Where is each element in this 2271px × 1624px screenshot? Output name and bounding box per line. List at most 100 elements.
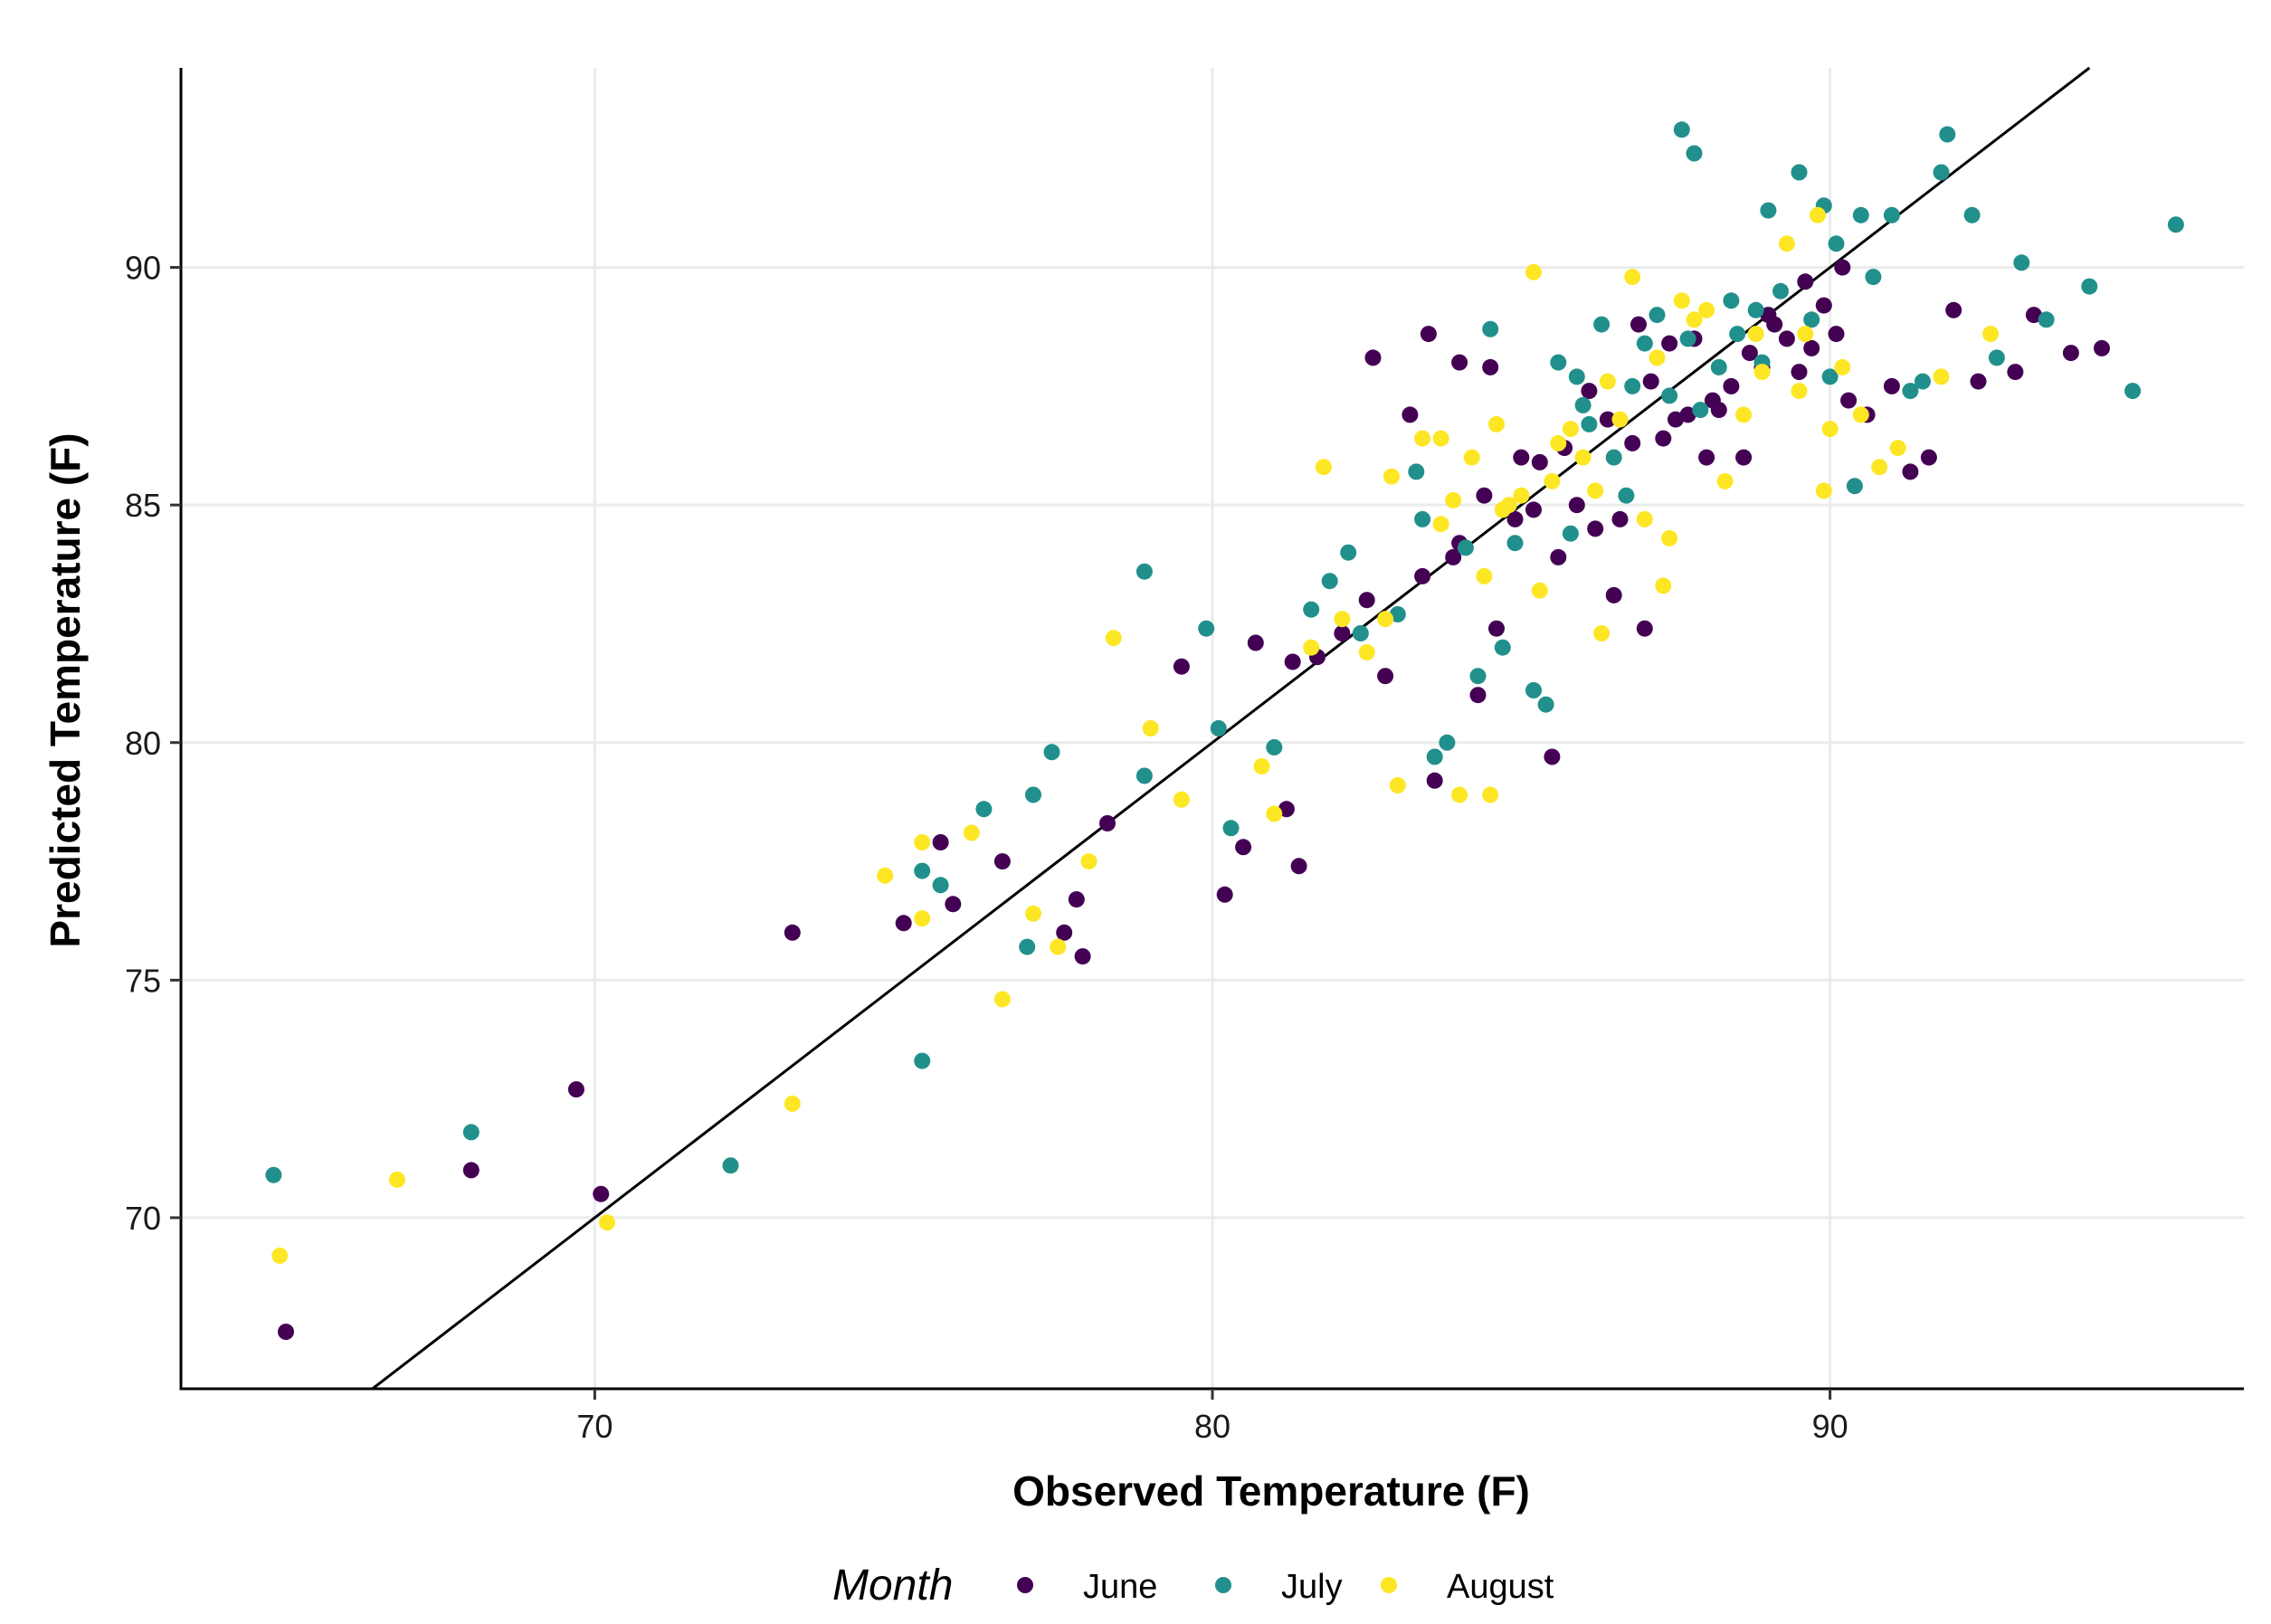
point-august-54 (1562, 421, 1579, 438)
point-august-29 (1525, 263, 1542, 280)
y-tick-label: 75 (125, 962, 161, 999)
point-july-39 (1791, 164, 1808, 181)
point-july-34 (1686, 145, 1703, 162)
point-july-29 (1605, 449, 1622, 466)
point-july-72 (1692, 402, 1709, 419)
point-july-18 (1352, 625, 1369, 641)
point-august-53 (1531, 582, 1548, 599)
point-july-35 (1710, 358, 1727, 375)
point-june-0 (278, 1324, 294, 1340)
point-june-55 (1902, 463, 1919, 480)
point-june-77 (1704, 392, 1721, 409)
point-august-11 (1080, 853, 1097, 870)
y-tick-label: 85 (125, 487, 161, 524)
point-june-84 (1525, 501, 1542, 518)
point-june-22 (1358, 592, 1375, 609)
point-june-70 (1581, 383, 1598, 400)
point-june-32 (1587, 520, 1604, 537)
point-august-20 (1377, 611, 1394, 628)
point-july-1 (462, 1124, 480, 1141)
point-july-22 (1457, 539, 1474, 556)
point-june-41 (1698, 449, 1715, 466)
point-august-37 (1698, 301, 1715, 318)
point-july-63 (1803, 311, 1820, 328)
point-august-8 (993, 991, 1011, 1008)
y-tick-label: 70 (125, 1200, 161, 1237)
point-june-52 (1840, 392, 1858, 409)
point-august-28 (1513, 487, 1530, 504)
point-july-9 (1019, 938, 1036, 955)
legend-key-july (1215, 1577, 1231, 1593)
point-june-8 (993, 853, 1011, 870)
point-july-8 (1043, 744, 1060, 761)
point-june-19 (1284, 653, 1301, 670)
point-july-23 (1469, 668, 1487, 685)
point-july-0 (265, 1166, 282, 1183)
point-july-27 (1562, 525, 1579, 542)
point-june-58 (1970, 373, 1987, 390)
point-july-13 (1210, 720, 1227, 736)
point-july-43 (1883, 206, 1900, 223)
point-august-40 (1778, 235, 1795, 252)
point-june-62 (2094, 339, 2110, 356)
point-june-5 (895, 915, 912, 932)
point-july-51 (2081, 278, 2098, 295)
point-july-46 (1902, 383, 1919, 400)
point-july-67 (1568, 368, 1585, 385)
point-june-61 (2062, 345, 2079, 362)
y-tick-label: 90 (125, 250, 161, 287)
point-august-63 (1488, 415, 1505, 432)
point-june-75 (1797, 273, 1814, 290)
legend-key-august (1381, 1577, 1397, 1593)
point-june-15 (1235, 839, 1252, 856)
x-tick-label: 70 (576, 1408, 613, 1445)
point-july-17 (1321, 573, 1338, 590)
point-july-25 (1525, 682, 1542, 698)
point-june-59 (2007, 364, 2024, 381)
point-june-57 (1945, 301, 1962, 318)
point-august-57 (1649, 349, 1666, 366)
point-august-24 (1451, 786, 1468, 803)
point-june-73 (1735, 449, 1753, 466)
point-june-72 (1642, 373, 1659, 390)
point-july-47 (1963, 206, 1981, 223)
point-august-48 (1315, 459, 1332, 476)
point-july-53 (2167, 216, 2184, 233)
legend-key-june (1017, 1577, 1033, 1593)
point-august-33 (1611, 411, 1629, 428)
point-june-1 (462, 1162, 480, 1179)
point-june-44 (1741, 345, 1758, 362)
point-june-36 (1636, 620, 1653, 637)
point-june-23 (1377, 668, 1394, 685)
point-august-36 (1673, 292, 1690, 309)
point-july-56 (1482, 320, 1499, 337)
point-july-57 (1550, 354, 1567, 371)
point-july-64 (1865, 269, 1882, 286)
point-august-25 (1482, 786, 1499, 803)
series-july (265, 121, 2184, 1183)
y-axis-title: Predicted Temperature (F) (42, 432, 89, 947)
point-august-3 (784, 1095, 801, 1112)
point-august-51 (1463, 449, 1480, 466)
tick-labels: 70 80 90 70 75 80 85 90 (125, 250, 1848, 1445)
point-july-44 (1933, 164, 1950, 181)
point-august-12 (1105, 630, 1122, 647)
point-july-38 (1760, 202, 1777, 219)
point-august-41 (1810, 206, 1826, 223)
point-july-32 (1661, 387, 1678, 404)
point-june-82 (1445, 548, 1462, 565)
point-july-2 (722, 1157, 739, 1174)
point-july-14 (1222, 820, 1240, 837)
point-june-12 (1099, 815, 1116, 831)
point-june-78 (1661, 335, 1678, 352)
point-july-16 (1303, 601, 1320, 618)
point-june-80 (1531, 453, 1548, 470)
point-july-19 (1389, 606, 1406, 622)
point-august-23 (1432, 516, 1449, 533)
point-july-36 (1729, 326, 1746, 343)
point-august-61 (1821, 421, 1839, 438)
point-june-17 (1278, 801, 1295, 818)
point-july-61 (1723, 292, 1740, 309)
